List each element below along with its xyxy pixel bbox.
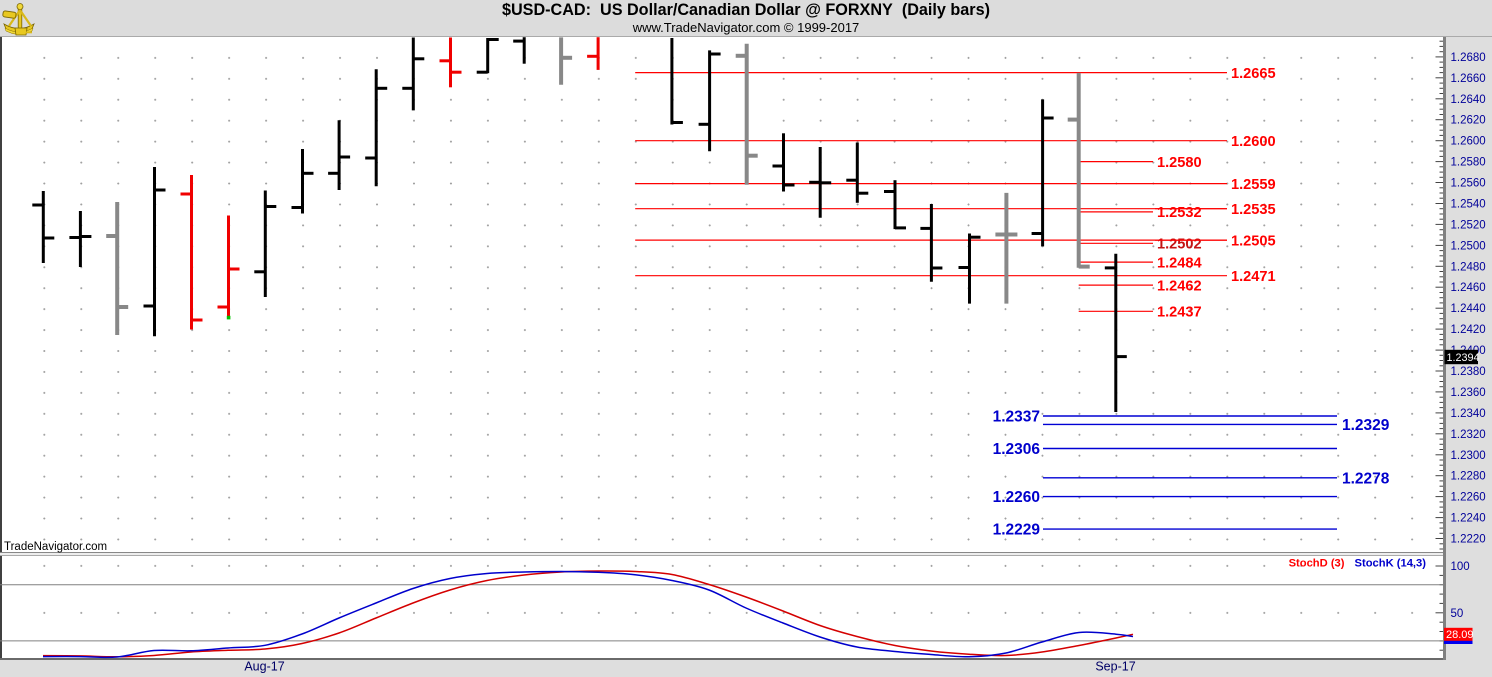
- svg-text:1.2440: 1.2440: [1451, 303, 1486, 315]
- svg-text:1.2620: 1.2620: [1451, 115, 1486, 127]
- svg-text:1.2471: 1.2471: [1231, 269, 1276, 285]
- svg-text:1.2505: 1.2505: [1231, 233, 1276, 249]
- svg-text:1.2260: 1.2260: [1451, 492, 1486, 504]
- svg-text:1.2340: 1.2340: [1451, 408, 1486, 420]
- svg-text:28.09: 28.09: [1446, 629, 1474, 641]
- svg-text:1.2437: 1.2437: [1157, 305, 1202, 321]
- svg-text:1.2500: 1.2500: [1451, 240, 1486, 252]
- svg-text:1.2306: 1.2306: [993, 441, 1041, 458]
- svg-text:1.2394: 1.2394: [1447, 352, 1480, 364]
- svg-text:1.2300: 1.2300: [1451, 450, 1486, 462]
- svg-text:1.2320: 1.2320: [1451, 429, 1486, 441]
- svg-text:1.2532: 1.2532: [1157, 205, 1202, 221]
- svg-text:1.2260: 1.2260: [993, 489, 1040, 506]
- svg-text:1.2580: 1.2580: [1157, 155, 1202, 171]
- svg-text:1.2220: 1.2220: [1451, 534, 1486, 546]
- svg-text:1.2240: 1.2240: [1451, 513, 1486, 525]
- svg-text:Sep-17: Sep-17: [1095, 660, 1135, 674]
- svg-text:1.2280: 1.2280: [1451, 471, 1486, 483]
- svg-text:1.2560: 1.2560: [1451, 178, 1486, 190]
- svg-text:1.2380: 1.2380: [1451, 366, 1486, 378]
- svg-text:1.2484: 1.2484: [1157, 255, 1203, 271]
- svg-text:1.2278: 1.2278: [1342, 470, 1390, 487]
- svg-text:1.2460: 1.2460: [1451, 282, 1486, 294]
- svg-text:1.2640: 1.2640: [1451, 94, 1486, 106]
- svg-text:1.2600: 1.2600: [1451, 136, 1486, 148]
- svg-text:50: 50: [1451, 608, 1464, 620]
- svg-text:1.2360: 1.2360: [1451, 387, 1486, 399]
- svg-text:100: 100: [1451, 561, 1470, 573]
- svg-text:1.2535: 1.2535: [1231, 202, 1276, 218]
- svg-text:1.2580: 1.2580: [1451, 157, 1486, 169]
- svg-text:StochD (3): StochD (3): [1289, 558, 1345, 570]
- svg-text:1.2559: 1.2559: [1231, 177, 1276, 193]
- svg-text:1.2600: 1.2600: [1231, 134, 1276, 150]
- svg-text:1.2462: 1.2462: [1157, 278, 1202, 294]
- svg-text:1.2420: 1.2420: [1451, 324, 1486, 336]
- svg-text:1.2665: 1.2665: [1231, 66, 1276, 82]
- svg-text:1.2502: 1.2502: [1157, 237, 1202, 253]
- svg-text:1.2329: 1.2329: [1342, 417, 1390, 434]
- svg-text:1.2540: 1.2540: [1451, 199, 1486, 211]
- svg-text:Aug-17: Aug-17: [244, 660, 284, 674]
- svg-text:1.2337: 1.2337: [993, 409, 1040, 426]
- svg-text:1.2660: 1.2660: [1451, 73, 1486, 85]
- svg-text:1.2520: 1.2520: [1451, 219, 1486, 231]
- svg-text:1.2680: 1.2680: [1451, 52, 1486, 64]
- svg-text:TradeNavigator.com: TradeNavigator.com: [4, 541, 107, 553]
- svg-text:1.2480: 1.2480: [1451, 261, 1486, 273]
- svg-text:1.2229: 1.2229: [993, 522, 1041, 539]
- svg-text:StochK (14,3): StochK (14,3): [1355, 558, 1427, 570]
